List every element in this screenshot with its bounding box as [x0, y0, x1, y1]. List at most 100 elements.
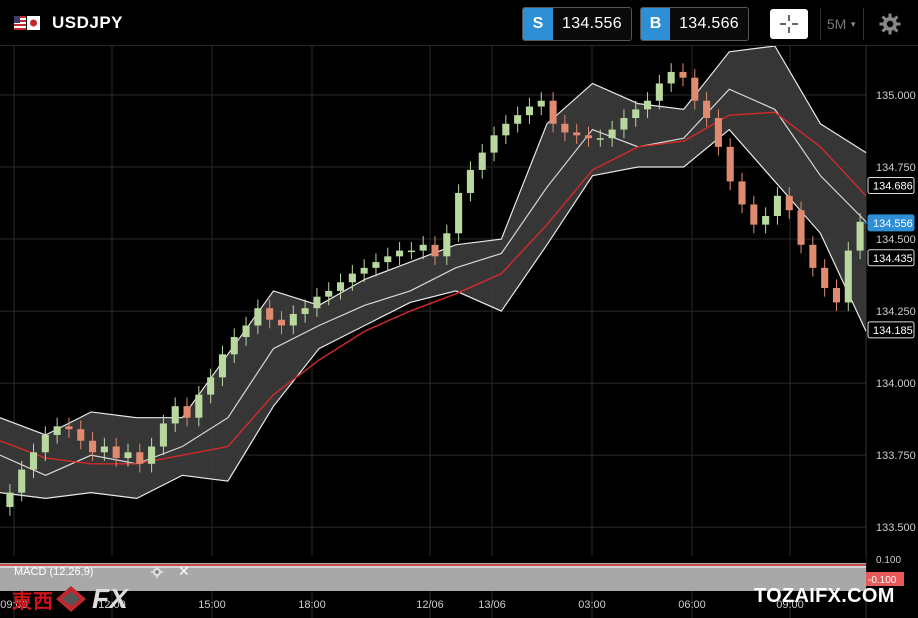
x-tick-label: 06:00: [678, 599, 706, 611]
candle-body: [821, 267, 829, 289]
candle-body: [490, 135, 498, 153]
sell-tag: S: [523, 8, 553, 40]
candle-body: [313, 296, 321, 309]
x-tick-label: 03:00: [578, 599, 606, 611]
symbol-title[interactable]: USDJPY: [52, 13, 124, 32]
macd-gear-icon[interactable]: [150, 565, 164, 579]
candle-body: [773, 195, 781, 216]
x-tick-label: 13/06: [478, 599, 506, 611]
candle-body: [632, 109, 640, 119]
logo-diamond-icon: [56, 586, 86, 612]
candle-body: [18, 469, 26, 493]
candle-body: [561, 123, 569, 133]
buy-button[interactable]: B 134.566: [640, 7, 749, 41]
candle-body: [171, 406, 179, 424]
price-tag: [867, 321, 915, 339]
candle-body: [41, 434, 49, 453]
candle-body: [136, 452, 144, 464]
candle-body: [384, 256, 392, 263]
sell-price: 134.556: [562, 15, 622, 32]
candle-body: [53, 426, 61, 435]
candle-body: [124, 452, 132, 459]
price-tag-label: 134.686: [873, 180, 913, 192]
candle-body: [431, 244, 439, 257]
settings-button[interactable]: [870, 8, 910, 40]
candle-body: [785, 195, 793, 211]
y-tick-label: 133.500: [876, 522, 916, 534]
candle-body: [655, 83, 663, 101]
candle-body: [254, 308, 262, 326]
candle-body: [195, 394, 203, 418]
x-tick-label: 12:00: [98, 599, 126, 611]
price-tag-label: 134.556: [873, 218, 913, 230]
candle-body: [289, 313, 297, 326]
candle-body: [218, 354, 226, 378]
sell-button[interactable]: S 134.556: [522, 7, 632, 41]
bollinger-band-fill: [0, 46, 866, 499]
candle-body: [750, 204, 758, 225]
candle-body: [762, 216, 770, 225]
candle-body: [455, 192, 463, 234]
candle-body: [679, 71, 687, 78]
candle-body: [703, 100, 711, 119]
macd-tick-label: -0.100: [868, 575, 897, 586]
candle-body: [620, 118, 628, 130]
candle-body: [466, 169, 474, 193]
candle-body: [584, 135, 593, 139]
candle-body: [266, 308, 274, 320]
candle-body: [691, 77, 699, 101]
price-tag-label: 134.185: [873, 325, 913, 337]
watermark: TOZAIFX.COM: [754, 585, 895, 607]
x-tick-label: 12/06: [416, 599, 444, 611]
macd-current-tag: [866, 572, 904, 586]
candle-body: [525, 106, 534, 116]
candle-body: [832, 288, 841, 303]
y-tick-label: 133.750: [876, 450, 916, 462]
candle-body: [407, 250, 415, 253]
candle-body: [372, 262, 380, 268]
candle-body: [738, 181, 746, 205]
macd-panel: [0, 563, 866, 591]
bollinger-middle-line: [0, 88, 867, 476]
candle-body: [77, 429, 85, 441]
candle-body: [502, 123, 510, 136]
x-tick-label: 18:00: [298, 599, 326, 611]
candle-body: [537, 100, 545, 107]
candle-body: [714, 118, 722, 147]
macd-label[interactable]: MACD (12,26,9): [14, 566, 94, 578]
macd-header: MACD (12,26,9): [0, 563, 93, 581]
candle-body: [159, 423, 167, 447]
price-tag-label: 134.435: [873, 253, 913, 265]
crosshair-button[interactable]: [770, 9, 808, 39]
x-tick-label: 09:00: [0, 599, 28, 611]
close-icon[interactable]: ✕: [178, 563, 190, 579]
buy-price: 134.566: [679, 15, 739, 32]
current-price-tag: [867, 214, 915, 232]
candle-body: [396, 250, 404, 257]
price-chart[interactable]: 135.000 134.750 134.500 134.250 134.000 133.7…: [0, 46, 918, 618]
y-tick-label: 134.750: [876, 162, 916, 174]
chevron-down-icon: ▼: [849, 19, 858, 29]
candle-body: [336, 282, 345, 291]
candle-body: [726, 146, 734, 182]
candle-body: [348, 273, 356, 283]
top-bar: USDJPY S 134.556 B 134.566 5M ▼: [0, 0, 918, 46]
candle-body: [65, 426, 73, 430]
candle-body: [608, 129, 616, 139]
price-tag: [867, 176, 915, 194]
candle-body: [230, 337, 238, 355]
timeframe-select[interactable]: 5M ▼: [820, 8, 864, 40]
x-tick-label: 09:00: [776, 599, 804, 611]
us-jp-flag-icon: [14, 16, 40, 30]
candle-body: [301, 308, 309, 314]
y-tick-label: 135.000: [876, 90, 916, 102]
candle-body: [514, 115, 522, 124]
candle-body: [325, 290, 333, 297]
candle-body: [797, 210, 805, 245]
candle-body: [112, 446, 120, 459]
candle-body: [856, 221, 864, 251]
gear-icon: [879, 13, 901, 35]
candle-body: [6, 492, 14, 508]
logo-kanji: 東西: [12, 588, 54, 613]
crosshair-icon: [780, 15, 798, 33]
